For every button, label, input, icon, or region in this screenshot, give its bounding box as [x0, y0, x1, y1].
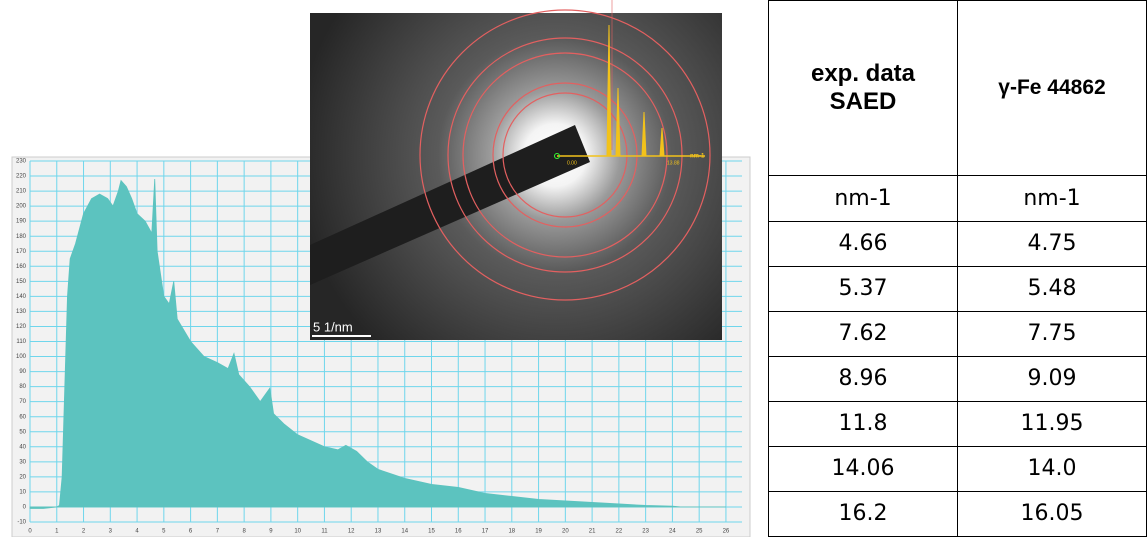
table-cell: 11.8 — [769, 401, 958, 446]
y-tick-label: 30 — [19, 459, 26, 465]
table-cell: 4.66 — [769, 221, 958, 266]
x-tick-label: 20 — [562, 529, 569, 535]
x-tick-label: 10 — [294, 529, 301, 535]
y-tick-label: 100 — [16, 354, 27, 360]
header-cell: exp. data SAED — [769, 1, 958, 176]
x-tick-label: 12 — [348, 529, 355, 535]
y-tick-label: 80 — [19, 384, 26, 390]
table-cell: 5.48 — [958, 266, 1147, 311]
x-tick-label: 13 — [375, 529, 382, 535]
profile-label: 0.00 — [567, 160, 577, 166]
x-tick-label: 17 — [482, 529, 489, 535]
y-tick-label: 60 — [19, 414, 26, 420]
y-tick-label: 220 — [16, 174, 27, 180]
table-cell: nm-1 — [958, 176, 1147, 221]
table-cell: 9.09 — [958, 356, 1147, 401]
y-tick-label: 200 — [16, 204, 27, 210]
y-tick-label: 90 — [19, 369, 26, 375]
table-cell: 5.37 — [769, 266, 958, 311]
y-tick-label: 210 — [16, 189, 27, 195]
y-tick-label: 160 — [16, 264, 27, 270]
x-tick-label: 21 — [589, 529, 596, 535]
x-tick-label: 24 — [669, 529, 676, 535]
table-cell: 7.75 — [958, 311, 1147, 356]
table-cell: 16.05 — [958, 491, 1147, 536]
profile-label: nm-1 — [690, 154, 705, 160]
x-tick-label: 11 — [321, 529, 328, 535]
header-cell: γ-Fe 44862 — [958, 1, 1147, 176]
y-tick-label: 40 — [19, 444, 26, 450]
table-cell: 4.75 — [958, 221, 1147, 266]
scale-label: 5 1/nm — [313, 319, 353, 334]
y-tick-label: 10 — [19, 489, 26, 495]
x-tick-label: 25 — [696, 529, 703, 535]
y-tick-label: -10 — [17, 520, 26, 526]
table-cell: nm-1 — [769, 176, 958, 221]
table-cell: 11.95 — [958, 401, 1147, 446]
y-tick-label: 230 — [16, 159, 27, 165]
x-tick-label: 22 — [616, 529, 623, 535]
x-tick-label: 26 — [723, 529, 730, 535]
table-cell: 16.2 — [769, 491, 958, 536]
x-tick-label: 18 — [508, 529, 515, 535]
table-cell: 14.06 — [769, 446, 958, 491]
y-tick-label: 50 — [19, 429, 26, 435]
saed-image: 0.00 13.88 nm-1 5 1/nm — [310, 0, 722, 340]
y-tick-label: 170 — [16, 249, 27, 255]
y-tick-label: 190 — [16, 219, 27, 225]
y-tick-label: 70 — [19, 399, 26, 405]
y-tick-label: 140 — [16, 294, 27, 300]
x-tick-label: 19 — [535, 529, 542, 535]
table-cell: 7.62 — [769, 311, 958, 356]
y-tick-label: 150 — [16, 279, 27, 285]
table-header: exp. data SAED γ-Fe 44862 — [769, 1, 1147, 176]
y-tick-label: 20 — [19, 474, 26, 480]
y-tick-label: 120 — [16, 324, 27, 330]
y-tick-label: 130 — [16, 309, 27, 315]
x-tick-label: 15 — [428, 529, 435, 535]
x-tick-label: 14 — [401, 529, 408, 535]
table-cell: 8.96 — [769, 356, 958, 401]
page: -100102030405060708090100110120130140150… — [0, 0, 1147, 537]
profile-label: 13.88 — [667, 160, 680, 166]
x-tick-label: 16 — [455, 529, 462, 535]
table-cell: 14.0 — [958, 446, 1147, 491]
y-tick-label: 110 — [16, 339, 26, 345]
x-tick-label: 23 — [642, 529, 649, 535]
y-tick-label: 180 — [16, 234, 27, 240]
